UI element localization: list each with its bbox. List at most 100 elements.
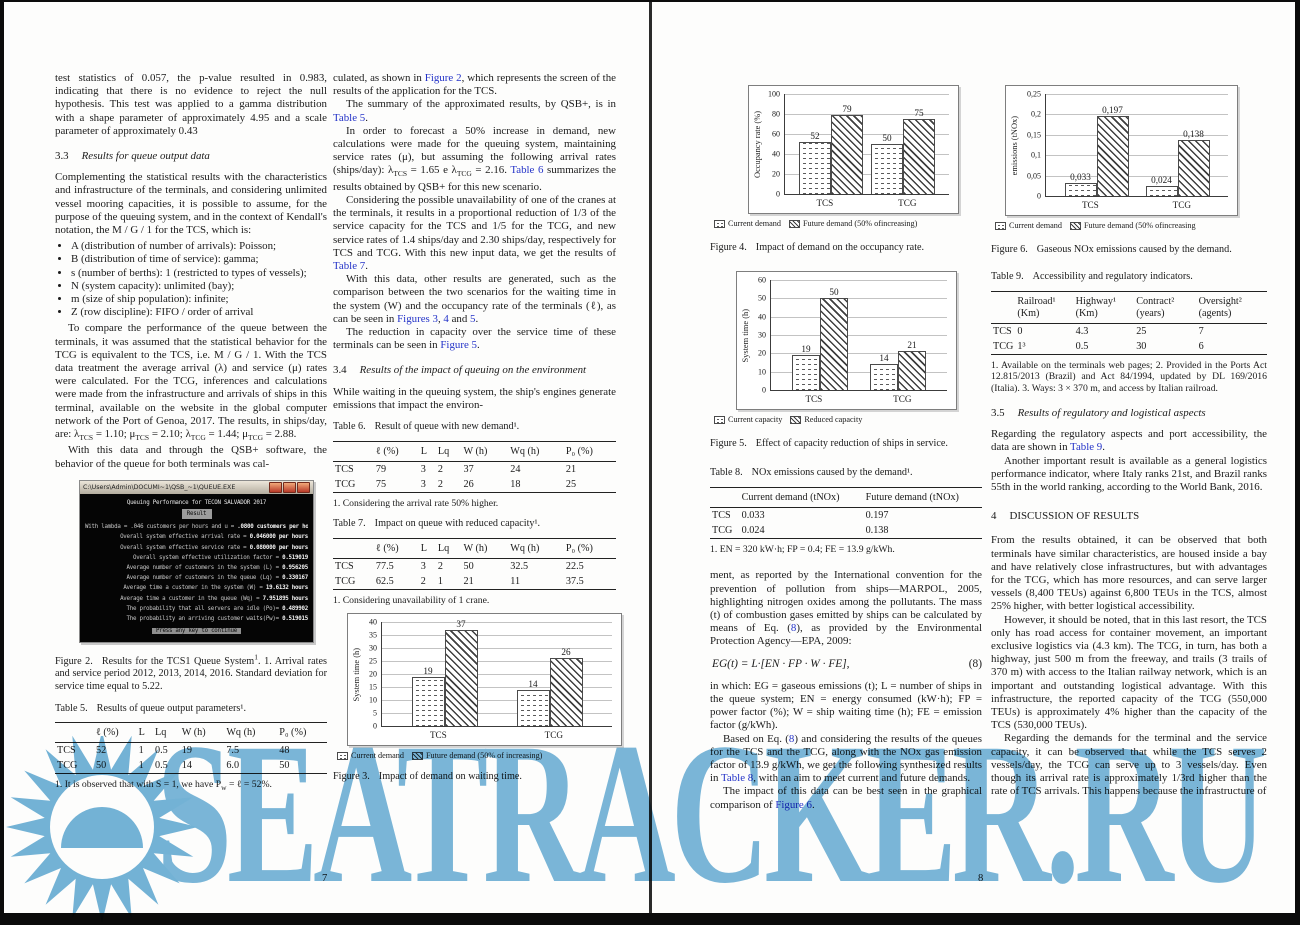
figure-label: Figure 6. xyxy=(991,244,1028,256)
table-cell: 26 xyxy=(463,478,474,490)
cross-reference-link[interactable]: Figure 2 xyxy=(424,72,462,84)
gridline xyxy=(771,371,947,373)
table-caption-text: Impact on queue with reduced capacity¹. xyxy=(374,518,541,530)
chart-bar xyxy=(820,298,848,390)
paragraph: With this data, other results are genera… xyxy=(333,273,616,325)
table-cell: 25 xyxy=(1136,325,1147,337)
page-number-7: 7 xyxy=(322,873,328,884)
cross-reference-link[interactable]: Figure 5 xyxy=(440,339,477,352)
cross-reference-link[interactable]: Table 9 xyxy=(1070,441,1103,454)
gridline xyxy=(382,647,612,649)
legend-swatch-icon xyxy=(714,415,725,424)
figure3-bar-chart: System time (h) 40 35 30 25 20 15 10 5 0 19 37 14 26 T… xyxy=(333,612,622,784)
cross-reference-link[interactable]: 5 xyxy=(470,312,476,325)
cross-reference-link[interactable]: 8 xyxy=(790,622,797,635)
bar-value-label: 0,138 xyxy=(1183,129,1204,139)
y-axis-title: Occupancy rate (%) xyxy=(752,111,762,178)
gridline xyxy=(771,335,947,336)
cross-reference-link[interactable]: Figures 3 xyxy=(397,312,438,325)
paragraph: culated, as shown in Figure 2, which rep… xyxy=(333,72,616,98)
table-cell: TCS xyxy=(712,509,731,521)
legend-item: Reduced capacity xyxy=(790,413,862,426)
plot-area: 19 37 14 26 xyxy=(381,619,612,727)
table-cell: 22.5 xyxy=(565,561,584,573)
terminal-line: Overall system effective utilization fac… xyxy=(133,554,308,561)
table-cell: 75 xyxy=(375,478,387,490)
table-cell: TCG xyxy=(57,760,78,772)
paragraph: ment, as reported by the International c… xyxy=(710,569,982,648)
figure2-terminal-screenshot: C:\Users\Admin\DOCUMI~1\QSB_~1\QUEUE.EXE… xyxy=(79,479,314,643)
table-cell: 25 xyxy=(565,478,577,490)
gridline xyxy=(1046,114,1228,116)
table-cell: 37.5 xyxy=(565,576,584,588)
cross-reference-link[interactable]: 4 xyxy=(443,312,449,325)
cross-reference-link[interactable]: Table 7 xyxy=(333,260,366,273)
chart-legend: Current capacity Reduced capacity xyxy=(714,413,982,426)
chart-bar xyxy=(792,355,820,390)
equation-number: (8) xyxy=(968,657,982,670)
cross-reference-link[interactable]: 8 xyxy=(788,732,795,745)
paragraph: Another important result is available as… xyxy=(991,454,1267,493)
page8-column2: emissions (tNOx) 0,25 0,2 0,15 0,1 0,05 0 0,033… xyxy=(991,72,1267,798)
y-tick-label: 20 xyxy=(369,669,377,679)
section-title: Results of the impact of queuing on the … xyxy=(359,364,587,377)
table-cell: 6 xyxy=(1198,340,1204,352)
terminal-window-title: C:\Users\Admin\DOCUMI~1\QSB_~1\QUEUE.EXE xyxy=(83,483,236,491)
y-axis-title: emissions (tNOx) xyxy=(1009,115,1019,176)
terminal-result-chip: Result xyxy=(181,509,212,520)
gridline xyxy=(785,134,949,135)
cross-reference-link[interactable]: Figure 6 xyxy=(775,798,812,811)
bar-group-TCS: 0,033 0,197 xyxy=(1064,105,1129,196)
bullet-item: N (system capacity): unlimited (bay); xyxy=(71,280,327,293)
bar-value-label: 0,197 xyxy=(1102,105,1123,115)
table-cell: TCG xyxy=(712,524,733,536)
table9: Railroad¹ (Km) Highway¹ (Km) Contract² (ye… xyxy=(991,290,1267,355)
table5-caption: Table 5. Results of queue output paramete… xyxy=(55,703,327,716)
y-tick-label: 0,1 xyxy=(1031,150,1041,160)
table-caption-text: Result of queue with new demand¹. xyxy=(374,421,520,433)
y-tick-label: 60 xyxy=(758,275,766,285)
table-cell: 6.0 xyxy=(226,760,240,772)
chart-frame: emissions (tNOx) 0,25 0,2 0,15 0,1 0,05 0 0,033… xyxy=(1005,85,1238,217)
x-axis-label: TCS xyxy=(429,729,447,740)
x-axis-label: TCG xyxy=(1172,200,1192,210)
figure5-caption: Figure 5. Effect of capacity reduction of… xyxy=(710,438,982,451)
table-cell: 19 xyxy=(181,745,192,757)
plot-area: 19 50 14 21 xyxy=(770,280,947,391)
column-header: ℓ (%) xyxy=(373,538,419,560)
y-tick-label: 80 xyxy=(772,109,780,119)
two-page-spread: test statistics of 0.057, the p-value re… xyxy=(4,2,1295,913)
section-title: DISCUSSION OF RESULTS xyxy=(1009,510,1140,523)
chart-bar xyxy=(1064,183,1097,196)
section-title: Results of regulatory and logistical asp… xyxy=(1017,406,1206,419)
chart-bar xyxy=(799,142,831,194)
y-tick-label: 40 xyxy=(772,149,780,159)
table-cell: 2 xyxy=(420,576,426,588)
cross-reference-link[interactable]: Table 5 xyxy=(333,111,366,124)
cross-reference-link[interactable]: Table 8 xyxy=(721,772,754,785)
terminal-line: The probability that all servers are idl… xyxy=(126,605,308,612)
table-label: Table 5. xyxy=(55,702,88,714)
section-heading-3-5: 3.5 Results of regulatory and logistical… xyxy=(991,407,1267,420)
page7-column2: culated, as shown in Figure 2, which rep… xyxy=(333,72,622,791)
table-row: TCS 0.033 0.197 xyxy=(710,507,982,523)
y-tick-label: 20 xyxy=(758,348,766,358)
terminal-output-lines: With lambda = .046 customers per hours a… xyxy=(85,522,308,624)
bullet-item: m (size of ship population): infinite; xyxy=(71,293,327,306)
figure-caption-text: Impact of demand on waiting time. xyxy=(378,771,522,783)
terminal-line: Average time a customer in the system (W… xyxy=(123,585,308,592)
bar-value-label: 19 xyxy=(801,344,811,354)
column-header: Railroad¹ (Km) xyxy=(1015,291,1074,324)
figure-caption-text: Effect of capacity reduction of ships in… xyxy=(755,438,948,450)
column-header: L xyxy=(418,441,436,462)
legend-item: Current demand xyxy=(337,749,404,762)
cross-reference-link[interactable]: Table 6 xyxy=(510,164,544,177)
column-header: P₀ (%) xyxy=(563,538,616,560)
paragraph: To compare the performance of the queue … xyxy=(55,322,327,443)
gridline xyxy=(785,114,949,115)
gridline xyxy=(382,686,612,688)
y-tick-label: 10 xyxy=(758,367,766,377)
table-cell: 3 xyxy=(420,463,426,475)
bar-value-label: 0,024 xyxy=(1151,175,1172,185)
chart-bar xyxy=(516,689,550,726)
